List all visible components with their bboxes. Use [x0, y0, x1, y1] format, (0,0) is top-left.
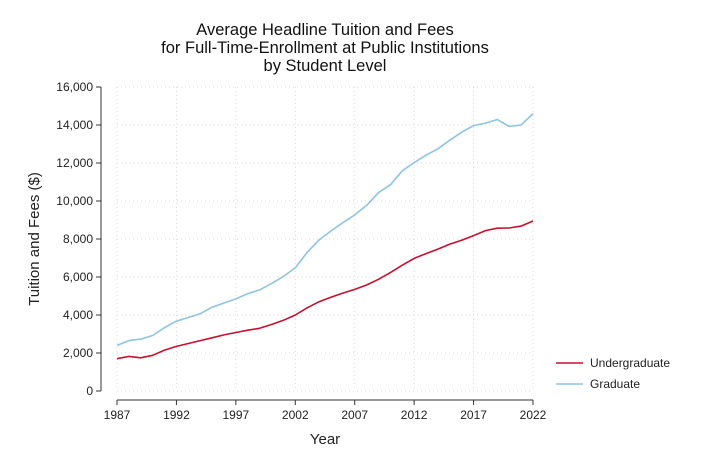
y-tick-label: 14,000: [56, 118, 93, 132]
x-tick-label: 2017: [460, 408, 487, 422]
x-tick-label: 2022: [520, 408, 547, 422]
y-tick-label: 16,000: [56, 80, 93, 94]
chart-title-line-1: Average Headline Tuition and Fees: [196, 21, 453, 39]
grid: [116, 86, 534, 392]
x-tick-label: 1987: [104, 408, 131, 422]
legend-label-undergraduate: Undergraduate: [590, 356, 670, 370]
y-tick-label: 8,000: [63, 232, 93, 246]
series-line-undergraduate: [116, 220, 534, 360]
series-layer: [116, 113, 534, 360]
y-tick-label: 2,000: [63, 346, 93, 360]
series-line-graduate: [116, 113, 534, 347]
y-tick-label: 12,000: [56, 156, 93, 170]
y-tick-label: 6,000: [63, 270, 93, 284]
x-tick-label: 1992: [163, 408, 190, 422]
axes: 0 2,000 4,000 6,000 8,000 10,000 12,000 14,000 1…: [56, 80, 546, 422]
x-tick-label: 1997: [223, 408, 250, 422]
x-tick-label: 2002: [282, 408, 309, 422]
legend: Undergraduate Graduate: [556, 356, 670, 391]
x-tick-label: 2007: [341, 408, 368, 422]
y-axis-title: Tuition and Fees ($): [26, 172, 43, 306]
x-axis-title: Year: [310, 431, 340, 448]
legend-label-graduate: Graduate: [590, 377, 640, 391]
y-tick-label: 4,000: [63, 308, 93, 322]
chart-title-line-3: by Student Level: [264, 57, 387, 75]
chart-title: Average Headline Tuition and Fees for Fu…: [161, 21, 489, 75]
y-tick-label: 0: [86, 384, 93, 398]
chart-title-line-2: for Full-Time-Enrollment at Public Insti…: [161, 39, 489, 57]
y-tick-label: 10,000: [56, 194, 93, 208]
x-tick-label: 2012: [401, 408, 428, 422]
